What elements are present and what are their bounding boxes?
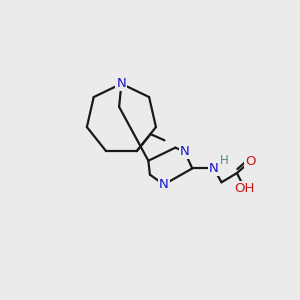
Text: O: O (245, 155, 255, 168)
Text: N: N (159, 178, 169, 191)
Text: OH: OH (234, 182, 255, 195)
Text: N: N (209, 162, 219, 175)
Text: N: N (116, 77, 126, 90)
Text: H: H (220, 154, 229, 167)
Text: N: N (180, 145, 189, 158)
